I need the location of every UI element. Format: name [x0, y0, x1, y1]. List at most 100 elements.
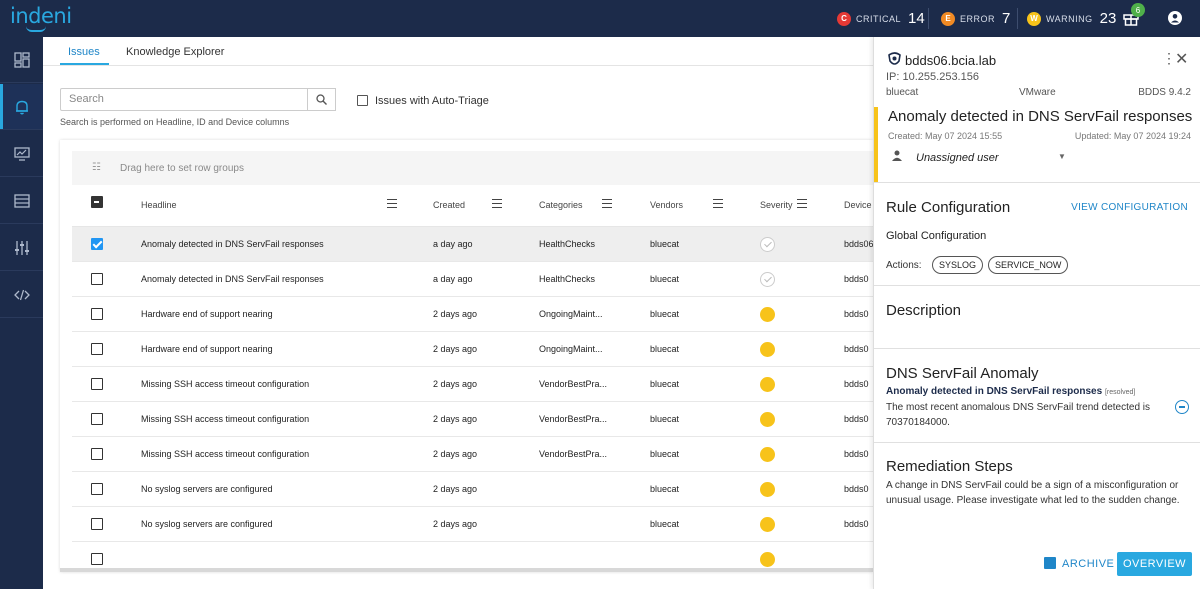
action-chip-syslog[interactable]: SYSLOG: [932, 256, 984, 274]
column-menu-icon[interactable]: [713, 199, 723, 208]
tab-knowledge-explorer[interactable]: Knowledge Explorer: [126, 46, 225, 58]
issue-title: Anomaly detected in DNS ServFail respons…: [888, 108, 1193, 125]
nav-settings[interactable]: [0, 225, 43, 271]
divider: [874, 442, 1200, 443]
action-chip-service-now[interactable]: SERVICE_NOW: [988, 256, 1069, 274]
cell-device: bdds06: [844, 239, 873, 249]
row-checkbox[interactable]: [91, 308, 103, 320]
search-button[interactable]: [308, 88, 336, 111]
collapse-icon[interactable]: [1175, 400, 1189, 414]
assignee-select[interactable]: Unassigned user: [916, 152, 999, 164]
table-row[interactable]: Hardware end of support nearing 2 days ag…: [72, 332, 873, 367]
row-checkbox[interactable]: [91, 483, 103, 495]
row-checkbox[interactable]: [91, 343, 103, 355]
nav-dashboard[interactable]: [0, 37, 43, 83]
col-severity[interactable]: Severity: [760, 200, 793, 210]
more-options-icon[interactable]: ⋮: [1162, 50, 1176, 66]
archive-button[interactable]: ARCHIVE: [1062, 558, 1115, 570]
row-checkbox[interactable]: [91, 238, 103, 250]
table-row[interactable]: Missing SSH access timeout configuration…: [72, 437, 873, 472]
logo-swoosh: [26, 26, 46, 32]
resolved-check-icon: [760, 272, 775, 287]
column-menu-icon[interactable]: [797, 199, 807, 208]
cell-headline: No syslog servers are configured: [141, 519, 273, 529]
auto-triage-checkbox[interactable]: [357, 95, 368, 106]
user-account-icon[interactable]: [1168, 11, 1182, 25]
table-row[interactable]: Hardware end of support nearing 2 days ag…: [72, 297, 873, 332]
device-name[interactable]: bdds06.bcia.lab: [905, 53, 997, 68]
table-row[interactable]: [72, 542, 873, 572]
nav-developer[interactable]: [0, 272, 43, 318]
error-label: ERROR: [960, 13, 996, 24]
anomaly-status: [resolved]: [1104, 389, 1136, 396]
row-checkbox[interactable]: [91, 413, 103, 425]
notification-badge: 6: [1131, 3, 1145, 17]
search-icon: [316, 94, 327, 105]
global-configuration: Global Configuration: [886, 230, 987, 242]
indeni-logo[interactable]: indeni: [10, 4, 72, 28]
error-count: 7: [1002, 10, 1011, 27]
row-checkbox[interactable]: [91, 553, 103, 565]
row-checkbox[interactable]: [91, 273, 103, 285]
col-device[interactable]: Device: [844, 200, 872, 210]
search-input[interactable]: Search: [60, 88, 308, 111]
select-all-checkbox[interactable]: [91, 196, 103, 208]
row-group-hint: Drag here to set row groups: [120, 163, 244, 174]
col-headline[interactable]: Headline: [141, 200, 177, 210]
cell-device: bdds0: [844, 309, 869, 319]
close-icon[interactable]: ✕: [1175, 51, 1189, 68]
auto-triage-label[interactable]: Issues with Auto-Triage: [375, 95, 489, 107]
tab-issues[interactable]: Issues: [68, 46, 100, 58]
warning-counter[interactable]: W WARNING 23: [1027, 0, 1116, 37]
warning-severity-icon: [760, 482, 775, 497]
column-menu-icon[interactable]: [387, 199, 397, 208]
col-created[interactable]: Created: [433, 200, 466, 210]
cell-headline: Missing SSH access timeout configuration: [141, 379, 310, 389]
issue-updated: Updated: May 07 2024 19:24: [1074, 131, 1191, 141]
device-header: bdds06.bcia.lab ⋮ ✕ IP: 10.255.253.156 b…: [874, 37, 1200, 107]
cell-category: HealthChecks: [539, 274, 596, 284]
col-categories[interactable]: Categories: [539, 200, 583, 210]
row-checkbox[interactable]: [91, 518, 103, 530]
device-icon: [888, 52, 901, 65]
view-configuration-link[interactable]: VIEW CONFIGURATION: [1071, 202, 1188, 213]
col-vendors[interactable]: Vendors: [650, 200, 684, 210]
row-checkbox[interactable]: [91, 448, 103, 460]
cell-vendor: bluecat: [650, 449, 680, 459]
table-row[interactable]: Anomaly detected in DNS ServFail respons…: [72, 262, 873, 297]
anomaly-text: The most recent anomalous DNS ServFail t…: [886, 402, 1151, 428]
resolved-check-icon: [760, 237, 775, 252]
divider: [874, 348, 1200, 349]
archive-icon[interactable]: [1044, 557, 1056, 569]
remediation-text: A change in DNS ServFail could be a sign…: [886, 480, 1180, 506]
gift-icon[interactable]: [1123, 10, 1139, 26]
rule-config-title: Rule Configuration: [886, 199, 1011, 216]
cell-created: 2 days ago: [433, 484, 478, 494]
table-row[interactable]: Missing SSH access timeout configuration…: [72, 402, 873, 437]
table-row[interactable]: Missing SSH access timeout configuration…: [72, 367, 873, 402]
table-row[interactable]: No syslog servers are configured 2 days a…: [72, 507, 873, 542]
table-row[interactable]: No syslog servers are configured 2 days a…: [72, 472, 873, 507]
table-row[interactable]: Anomaly detected in DNS ServFail respons…: [72, 227, 873, 262]
error-counter[interactable]: E ERROR 7: [941, 0, 1010, 37]
horizontal-scrollbar[interactable]: [60, 568, 873, 572]
description-title: Description: [886, 302, 962, 319]
critical-counter[interactable]: C CRITICAL 14: [837, 0, 925, 37]
column-menu-icon[interactable]: [602, 199, 612, 208]
overview-button[interactable]: OVERVIEW: [1117, 552, 1192, 576]
warning-severity-icon: [760, 412, 775, 427]
column-menu-icon[interactable]: [492, 199, 502, 208]
row-group-icon: ☷: [92, 162, 101, 173]
chevron-down-icon[interactable]: ▼: [1058, 152, 1066, 161]
cell-created: 2 days ago: [433, 519, 478, 529]
warning-severity-icon: [760, 517, 775, 532]
cell-created: 2 days ago: [433, 449, 478, 459]
nav-issues[interactable]: [0, 84, 43, 130]
row-group-dropzone[interactable]: ☷ Drag here to set row groups: [72, 151, 873, 185]
row-checkbox[interactable]: [91, 378, 103, 390]
nav-inventory[interactable]: [0, 178, 43, 224]
warning-count: 23: [1099, 10, 1117, 27]
cell-device: bdds0: [844, 274, 869, 284]
nav-devices[interactable]: [0, 131, 43, 177]
search-hint: Search is performed on Headline, ID and …: [60, 117, 290, 127]
